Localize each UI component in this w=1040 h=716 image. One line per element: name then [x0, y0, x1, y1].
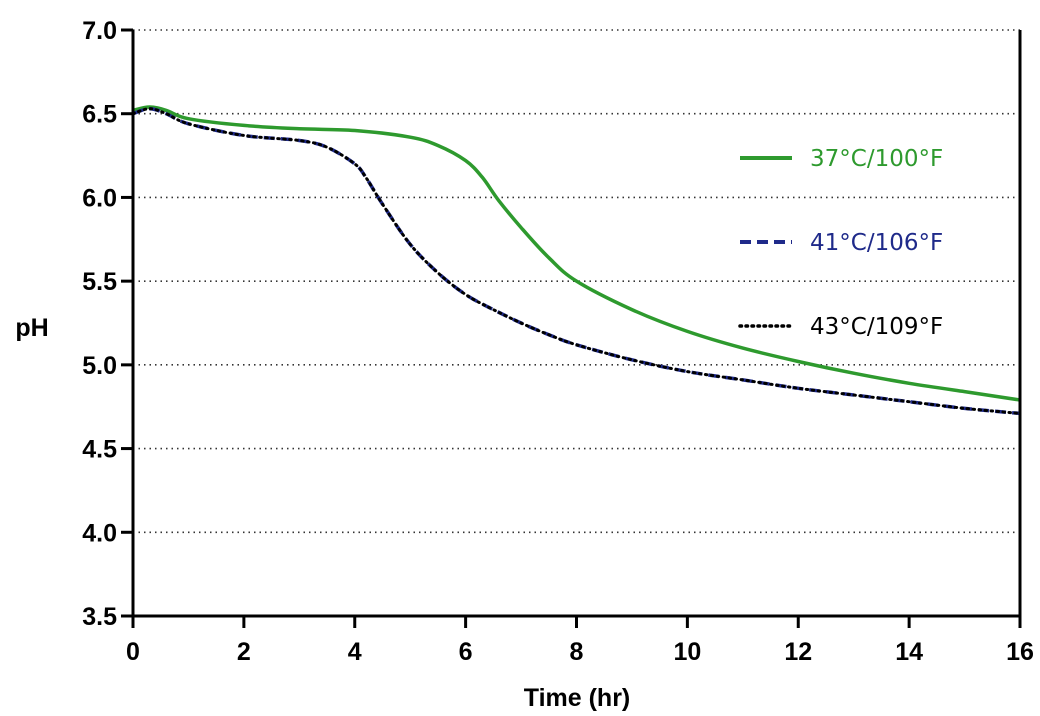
ticks: 3.5 4.0 4.5 5.0 5.5 6.0 6.5 7.0 0 2 4 6 8 10 12 14 16 — [82, 17, 1034, 666]
series-lines — [131, 105, 1022, 416]
x-tick-label-4: 8 — [570, 638, 584, 666]
axes — [123, 30, 1022, 618]
x-tick-label-5: 10 — [673, 638, 701, 666]
legend-label-0: 37°C/100°F — [810, 146, 943, 172]
series-line-0 — [132, 105, 1021, 402]
x-tick-label-7: 14 — [895, 638, 923, 666]
x-axis-title: Time (hr) — [524, 684, 631, 712]
y-tick-label-3: 5.0 — [82, 352, 117, 380]
y-tick-label-2: 4.5 — [82, 436, 117, 464]
x-tick-label-3: 6 — [459, 638, 473, 666]
x-tick-label-8: 16 — [1006, 638, 1034, 666]
y-tick-label-5: 6.0 — [82, 184, 117, 212]
legend: 37°C/100°F 41°C/106°F 43°C/109°F — [738, 146, 943, 340]
x-tick-label-6: 12 — [784, 638, 812, 666]
legend-label-2: 43°C/109°F — [810, 314, 943, 340]
series-line-1 — [132, 106, 1021, 416]
x-tick-label-0: 0 — [126, 638, 140, 666]
legend-label-1: 41°C/106°F — [810, 230, 943, 256]
x-tick-label-1: 2 — [237, 638, 251, 666]
y-tick-label-0: 3.5 — [82, 603, 117, 631]
x-tick-label-2: 4 — [348, 638, 362, 666]
y-tick-label-1: 4.0 — [82, 519, 117, 547]
series-line-2 — [131, 107, 1022, 415]
y-tick-label-6: 6.5 — [82, 101, 117, 129]
y-axis-title: pH — [15, 314, 48, 342]
y-tick-label-4: 5.5 — [82, 268, 117, 296]
y-tick-label-7: 7.0 — [82, 17, 117, 45]
